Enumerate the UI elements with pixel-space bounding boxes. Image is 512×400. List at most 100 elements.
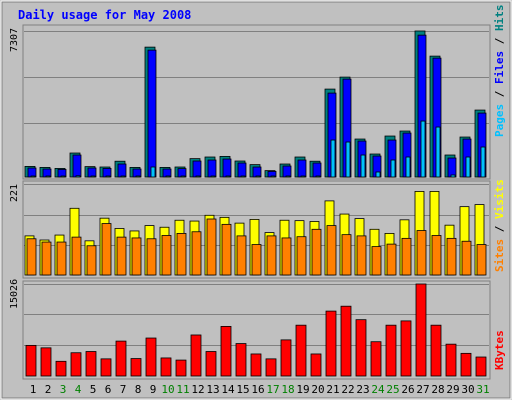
bar-kbytes-day-23: [355, 319, 367, 377]
bar-pages-day-6: [105, 175, 111, 178]
x-tick-label: 4: [75, 383, 82, 396]
hits-ymax-label: 7307: [9, 28, 20, 52]
bar-pages-day-22: [345, 141, 351, 178]
x-tick-label: 7: [120, 383, 127, 396]
x-tick-label: 5: [90, 383, 97, 396]
bar-kbytes-day-31: [475, 356, 487, 377]
x-tick-label: 14: [221, 383, 235, 396]
bar-sites-day-14: [221, 223, 232, 276]
x-tick-label: 28: [431, 383, 444, 396]
bar-sites-day-16: [251, 244, 262, 276]
bar-sites-day-18: [281, 237, 292, 276]
x-tick-label: 11: [176, 383, 189, 396]
bar-pages-day-28: [435, 126, 441, 178]
bar-kbytes-day-9: [145, 337, 157, 377]
legend-visits: Visits: [493, 179, 506, 219]
x-tick-label: 24: [371, 383, 385, 396]
bar-sites-day-31: [476, 244, 487, 276]
bar-pages-day-11: [180, 175, 186, 178]
bar-pages-day-7: [120, 175, 126, 178]
bar-pages-day-2: [45, 175, 51, 178]
bar-sites-day-17: [266, 235, 277, 276]
x-tick-label: 1: [30, 383, 37, 396]
bar-sites-day-4: [71, 236, 82, 276]
bar-sites-day-11: [176, 233, 187, 276]
kbytes-ymax-label: 15026: [9, 279, 20, 309]
x-tick-label: 31: [476, 383, 489, 396]
bar-kbytes-day-12: [190, 334, 202, 377]
bar-pages-day-9: [150, 166, 156, 178]
bar-sites-day-23: [356, 235, 367, 276]
bar-kbytes-day-6: [100, 358, 112, 377]
visits-panel-legend: Sites / Visits: [493, 179, 506, 272]
bar-kbytes-day-3: [55, 360, 67, 377]
bar-kbytes-day-14: [220, 326, 232, 377]
bar-pages-day-29: [450, 174, 456, 178]
bar-kbytes-day-7: [115, 340, 127, 377]
bar-sites-day-10: [161, 235, 172, 276]
bar-kbytes-day-27: [415, 283, 427, 377]
bar-sites-day-15: [236, 235, 247, 276]
bar-pages-day-26: [405, 156, 411, 178]
bar-pages-day-5: [90, 175, 96, 178]
bar-kbytes-day-21: [325, 310, 337, 377]
bar-kbytes-day-11: [175, 359, 187, 377]
legend-sites: Sites: [493, 239, 506, 272]
x-tick-label: 15: [236, 383, 249, 396]
bar-files-day-15: [237, 162, 247, 178]
bar-kbytes-day-16: [250, 353, 262, 377]
x-tick-label: 29: [446, 383, 459, 396]
bar-kbytes-day-2: [40, 347, 52, 377]
bar-sites-day-19: [296, 236, 307, 276]
bar-files-day-20: [312, 162, 322, 178]
bar-kbytes-day-20: [310, 353, 322, 377]
bars-layer: [24, 30, 487, 377]
bar-kbytes-day-1: [25, 344, 37, 377]
bar-pages-day-21: [330, 139, 336, 178]
bar-kbytes-day-24: [370, 341, 382, 377]
bar-pages-day-8: [135, 175, 141, 178]
x-tick-label: 6: [105, 383, 112, 396]
bar-kbytes-day-29: [445, 343, 457, 377]
bar-files-day-29: [447, 157, 457, 178]
bar-kbytes-day-25: [385, 324, 397, 377]
x-tick-label: 25: [386, 383, 399, 396]
bar-kbytes-day-17: [265, 358, 277, 377]
bar-kbytes-day-28: [430, 324, 442, 377]
bar-pages-day-24: [375, 171, 381, 178]
bar-files-day-13: [207, 159, 217, 178]
bar-pages-day-30: [465, 156, 471, 178]
x-tick-label: 20: [311, 383, 324, 396]
bar-sites-day-22: [341, 234, 352, 276]
x-tick-label: 19: [296, 383, 309, 396]
bar-files-day-16: [252, 166, 262, 178]
bar-sites-day-12: [191, 231, 202, 276]
x-tick-label: 21: [326, 383, 339, 396]
bar-sites-day-29: [446, 237, 457, 276]
bar-sites-day-6: [101, 223, 112, 276]
bar-sites-day-27: [416, 230, 427, 276]
x-tick-label: 26: [401, 383, 414, 396]
x-tick-label: 9: [150, 383, 157, 396]
x-tick-label: 17: [266, 383, 279, 396]
legend-pages: Pages: [493, 104, 506, 137]
bar-kbytes-day-15: [235, 343, 247, 377]
x-tick-label: 3: [60, 383, 67, 396]
bar-files-day-18: [282, 165, 292, 178]
bar-sites-day-24: [371, 246, 382, 276]
bar-sites-day-13: [206, 218, 217, 276]
visits-ymax-label: 221: [9, 184, 20, 202]
bar-sites-day-28: [431, 235, 442, 276]
bar-sites-day-30: [461, 240, 472, 276]
bar-files-day-19: [297, 159, 307, 178]
chart-title: Daily usage for May 2008: [18, 8, 191, 22]
bar-files-day-7: [117, 163, 127, 178]
x-tick-label: 30: [461, 383, 474, 396]
kbytes-panel-legend: KBytes: [493, 330, 506, 370]
x-tick-label: 27: [416, 383, 429, 396]
bar-pages-day-31: [480, 146, 486, 178]
x-tick-label: 18: [281, 383, 294, 396]
bar-pages-day-27: [420, 120, 426, 178]
